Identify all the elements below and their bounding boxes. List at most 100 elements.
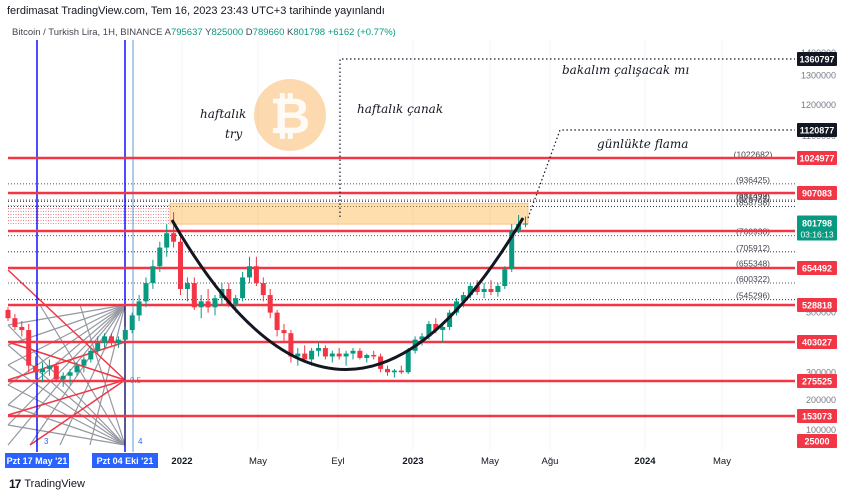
candle-body bbox=[371, 355, 377, 357]
y-tick-label: 300000 bbox=[806, 367, 836, 377]
target1-price-tag-bg bbox=[797, 52, 837, 66]
candle-body bbox=[184, 283, 190, 289]
candle-body bbox=[460, 295, 466, 302]
date-highlight-2-bg bbox=[92, 453, 158, 468]
candle-body bbox=[198, 301, 204, 308]
x-tick-label: May bbox=[249, 456, 267, 467]
level-price-tag: 403027 bbox=[802, 338, 832, 348]
target1-projection-line bbox=[339, 58, 795, 217]
open-label: A bbox=[164, 27, 171, 38]
candle-body bbox=[440, 326, 446, 331]
symbol-label[interactable]: Bitcoin / Turkish Lira, 1H, BINANCE bbox=[12, 27, 163, 38]
fib-fan-line bbox=[7, 304, 126, 426]
date-highlight-2: Pzt 04 Eki '21 bbox=[97, 456, 154, 466]
candle-body bbox=[281, 330, 287, 334]
candle-body bbox=[95, 342, 101, 351]
candle-body bbox=[350, 350, 356, 354]
candle-body bbox=[88, 350, 94, 360]
candle-body bbox=[247, 266, 252, 278]
candle-body bbox=[171, 233, 177, 242]
candle-body bbox=[447, 312, 453, 327]
candle-body bbox=[433, 323, 439, 331]
candle-body bbox=[164, 233, 170, 248]
candle-body bbox=[74, 365, 80, 373]
fib-fan-red-line bbox=[7, 341, 126, 381]
candle-body bbox=[343, 353, 349, 357]
candle-body bbox=[302, 353, 308, 360]
candle-body bbox=[316, 348, 321, 351]
candle-body bbox=[150, 266, 156, 284]
y-tick-label: 1300000 bbox=[801, 71, 836, 81]
low-label: D bbox=[245, 27, 253, 38]
last-price-tag-bg bbox=[797, 215, 837, 241]
candle-body bbox=[391, 370, 397, 373]
candle-body bbox=[364, 355, 370, 358]
candle-body bbox=[474, 286, 480, 292]
target2-price-tag-bg bbox=[797, 123, 837, 137]
candle-body bbox=[267, 295, 273, 313]
level-price-tag: 907083 bbox=[802, 189, 832, 199]
level-price-tag: 25000 bbox=[804, 437, 829, 447]
level-price-tag: 1024977 bbox=[799, 154, 834, 164]
fib-fan-line bbox=[79, 304, 126, 446]
candle-body bbox=[385, 368, 390, 373]
fib-fan-line bbox=[7, 304, 126, 446]
svg-text:₿: ₿ bbox=[270, 88, 311, 144]
fib-mark-4: 4 bbox=[138, 437, 143, 446]
candle-body bbox=[233, 298, 239, 305]
candle-body bbox=[454, 301, 459, 313]
candle-body bbox=[488, 288, 494, 292]
dotted-level-label: (881499) bbox=[736, 191, 770, 201]
bitcoin-logo-watermark: ₿ bbox=[254, 79, 326, 151]
level-price-tag: 275525 bbox=[802, 377, 832, 387]
level-price-tag-bg bbox=[797, 151, 837, 165]
fib-fan-line bbox=[7, 304, 126, 406]
y-tick-label: 100000 bbox=[806, 425, 836, 435]
level-price-tag-bg bbox=[797, 186, 837, 200]
candle-body bbox=[143, 283, 149, 302]
fib-fan-line bbox=[7, 304, 126, 366]
candle-body bbox=[226, 288, 232, 305]
level-price-tag-bg bbox=[797, 298, 837, 312]
candle-body bbox=[53, 365, 59, 380]
x-tick-label: 2024 bbox=[634, 456, 656, 467]
y-tick-label: 200000 bbox=[806, 395, 836, 405]
x-tick-label: 2022 bbox=[171, 456, 192, 467]
x-tick-label: Ağu bbox=[542, 456, 559, 467]
candle-body bbox=[60, 375, 66, 380]
chart-legend: Bitcoin / Turkish Lira, 1H, BINANCE A795… bbox=[12, 27, 396, 38]
candle-body bbox=[495, 286, 501, 292]
dotted-level-label: (545296) bbox=[736, 291, 770, 301]
candle-body bbox=[274, 312, 280, 331]
countdown-timer: 03:16:13 bbox=[800, 230, 833, 240]
candle-body bbox=[426, 323, 432, 337]
candle-body bbox=[336, 353, 342, 357]
candle-body bbox=[191, 283, 197, 308]
fib-fan-line bbox=[7, 404, 126, 446]
candle-body bbox=[109, 336, 114, 343]
fib-fan-line bbox=[59, 304, 126, 446]
x-tick-label: May bbox=[481, 456, 499, 467]
target2-price-tag: 1120877 bbox=[800, 126, 835, 136]
dotted-level-label: (705912) bbox=[736, 243, 770, 253]
close-label: K bbox=[287, 27, 294, 38]
candle-body bbox=[523, 223, 528, 225]
date-highlight-1: Pzt 17 May '21 bbox=[7, 456, 68, 466]
candle-body bbox=[33, 365, 39, 373]
dotted-level-label: (876374) bbox=[736, 193, 770, 203]
close-value: 801798 bbox=[293, 27, 326, 38]
level-price-tag: 153073 bbox=[802, 412, 832, 422]
annotation-weekly: haftalık bbox=[200, 107, 246, 121]
candle-body bbox=[205, 301, 211, 308]
candle-body bbox=[212, 298, 218, 308]
candle-body bbox=[329, 353, 335, 357]
candle-body bbox=[178, 241, 183, 289]
fib-fan-line bbox=[7, 424, 126, 446]
open-value: 795637 bbox=[170, 27, 203, 38]
candle-body bbox=[122, 330, 128, 340]
high-label: Y bbox=[205, 27, 212, 38]
candle-body bbox=[502, 269, 508, 287]
footer-brand[interactable]: 17 TradingView bbox=[9, 477, 85, 491]
level-price-tag-bg bbox=[797, 335, 837, 349]
